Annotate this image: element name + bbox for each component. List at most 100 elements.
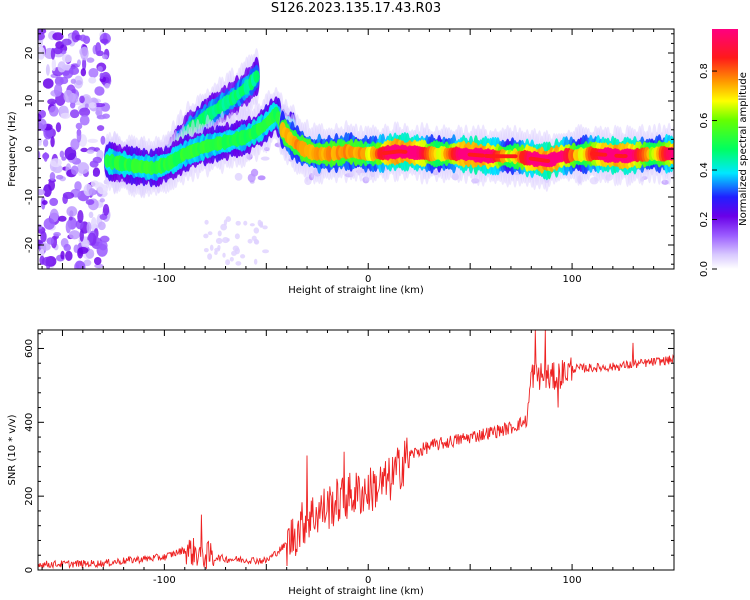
heatmap-cell bbox=[207, 231, 213, 236]
heatmap-cell bbox=[69, 101, 76, 109]
top-y-axis-label: Frequency (Hz) bbox=[7, 111, 18, 187]
heatmap-cell bbox=[94, 86, 105, 96]
ridge-core bbox=[622, 154, 628, 159]
ridge-core bbox=[402, 149, 408, 154]
heatmap-cell bbox=[61, 38, 72, 46]
heatmap-cell bbox=[49, 197, 59, 207]
heatmap-cell bbox=[102, 203, 110, 216]
heatmap-cell bbox=[96, 114, 107, 120]
heatmap-cell bbox=[95, 42, 102, 55]
heatmap-cell bbox=[40, 230, 47, 243]
bottom-y-axis-label: SNR (10 * v/v) bbox=[7, 414, 18, 485]
heatmap-cell bbox=[214, 250, 218, 255]
heatmap-cell bbox=[60, 112, 71, 119]
chart-title: S126.2023.135.17.43.R03 bbox=[270, 1, 442, 16]
heatmap-cell bbox=[203, 233, 209, 239]
heatmap-cell bbox=[257, 175, 266, 181]
heatmap-cell bbox=[64, 146, 77, 161]
heatmap-cell bbox=[49, 208, 59, 223]
heatmap-cell bbox=[38, 224, 43, 230]
heatmap-cell bbox=[235, 261, 242, 266]
heatmap-cell bbox=[59, 150, 65, 158]
bottom-y-tick-label: 400 bbox=[24, 413, 35, 432]
top-x-tick-label: 0 bbox=[365, 274, 371, 285]
top-y-tick-label: 0 bbox=[24, 146, 35, 152]
heatmap-cell bbox=[49, 172, 56, 181]
heatmap-cell bbox=[38, 141, 42, 147]
heatmap-cell bbox=[93, 257, 102, 265]
heatmap-cell bbox=[247, 173, 256, 183]
heatmap-cell bbox=[50, 136, 55, 148]
heatmap-cell bbox=[79, 95, 85, 104]
heatmap-cell bbox=[82, 57, 87, 71]
ridge-core bbox=[545, 159, 551, 163]
bottom-y-tick-label: 600 bbox=[24, 339, 35, 358]
heatmap-cell bbox=[65, 250, 73, 262]
colorbar-tick-label: 0.4 bbox=[699, 162, 710, 178]
bottom-x-axis-label: Height of straight line (km) bbox=[288, 586, 424, 597]
heatmap-cell bbox=[50, 47, 56, 60]
ridge-core bbox=[602, 152, 608, 157]
heatmap-cell bbox=[76, 129, 82, 143]
top-y-tick-label: -10 bbox=[24, 189, 35, 205]
ridge-segment bbox=[670, 147, 674, 161]
heatmap-cell bbox=[84, 103, 89, 109]
heatmap-cell bbox=[53, 83, 63, 97]
bottom-x-tick-label: 0 bbox=[365, 575, 371, 586]
heatmap-cell bbox=[99, 198, 105, 203]
heatmap-cell bbox=[100, 135, 106, 145]
heatmap-cell bbox=[55, 174, 64, 180]
heatmap-cell bbox=[77, 162, 90, 174]
heatmap-cell bbox=[48, 105, 59, 117]
colorbar-tick-label: 0.6 bbox=[699, 113, 710, 129]
heatmap-cell bbox=[68, 93, 79, 104]
heatmap-cell bbox=[86, 149, 95, 154]
heatmap-cell bbox=[204, 219, 209, 225]
heatmap-cell bbox=[253, 258, 258, 265]
heatmap-cell bbox=[69, 109, 80, 119]
heatmap-cell bbox=[80, 46, 89, 61]
heatmap-cell bbox=[222, 252, 226, 258]
heatmap-cell bbox=[88, 102, 97, 109]
heatmap-cell bbox=[63, 243, 71, 252]
heatmap-cell bbox=[42, 78, 54, 89]
heatmap-cell bbox=[68, 66, 80, 76]
heatmap-cell bbox=[243, 220, 248, 226]
heatmap-cell bbox=[217, 230, 222, 237]
heatmap-cell bbox=[249, 223, 255, 227]
heatmap-cell bbox=[231, 250, 237, 256]
heatmap-cell bbox=[55, 122, 62, 133]
heatmap-cell bbox=[80, 147, 89, 153]
heatmap-cell bbox=[94, 263, 104, 269]
heatmap-cell bbox=[38, 118, 47, 131]
heatmap-cell bbox=[75, 80, 83, 86]
heatmap-cell bbox=[97, 184, 108, 195]
bottom-y-tick-label: 0 bbox=[24, 567, 35, 573]
heatmap-cell bbox=[262, 249, 269, 254]
heatmap-cell bbox=[79, 34, 87, 42]
heatmap-cell bbox=[61, 54, 73, 63]
heatmap-cell bbox=[234, 172, 243, 181]
heatmap-cell bbox=[104, 82, 110, 89]
top-x-tick-label: 100 bbox=[563, 274, 582, 285]
heatmap-cell bbox=[42, 138, 49, 147]
heatmap-cell bbox=[57, 215, 67, 222]
heatmap-cell bbox=[88, 211, 94, 219]
heatmap-cell bbox=[88, 188, 96, 196]
heatmap-cell bbox=[77, 210, 84, 224]
heatmap-cell bbox=[215, 237, 223, 245]
top-y-tick-label: 20 bbox=[24, 47, 35, 60]
ridge-core bbox=[479, 153, 485, 158]
heatmap-cell bbox=[260, 156, 270, 161]
heatmap-cell bbox=[234, 233, 240, 240]
ridge-core bbox=[512, 154, 518, 159]
heatmap-cell bbox=[96, 243, 108, 257]
heatmap-cell bbox=[38, 150, 41, 160]
heatmap-cell bbox=[43, 151, 48, 162]
heatmap-cell bbox=[86, 221, 92, 234]
heatmap-cell bbox=[46, 237, 54, 245]
heatmap-cell bbox=[59, 76, 69, 85]
top-y-tick-label: -20 bbox=[24, 237, 35, 253]
heatmap-cell bbox=[74, 181, 82, 191]
heatmap-cell bbox=[39, 249, 45, 258]
